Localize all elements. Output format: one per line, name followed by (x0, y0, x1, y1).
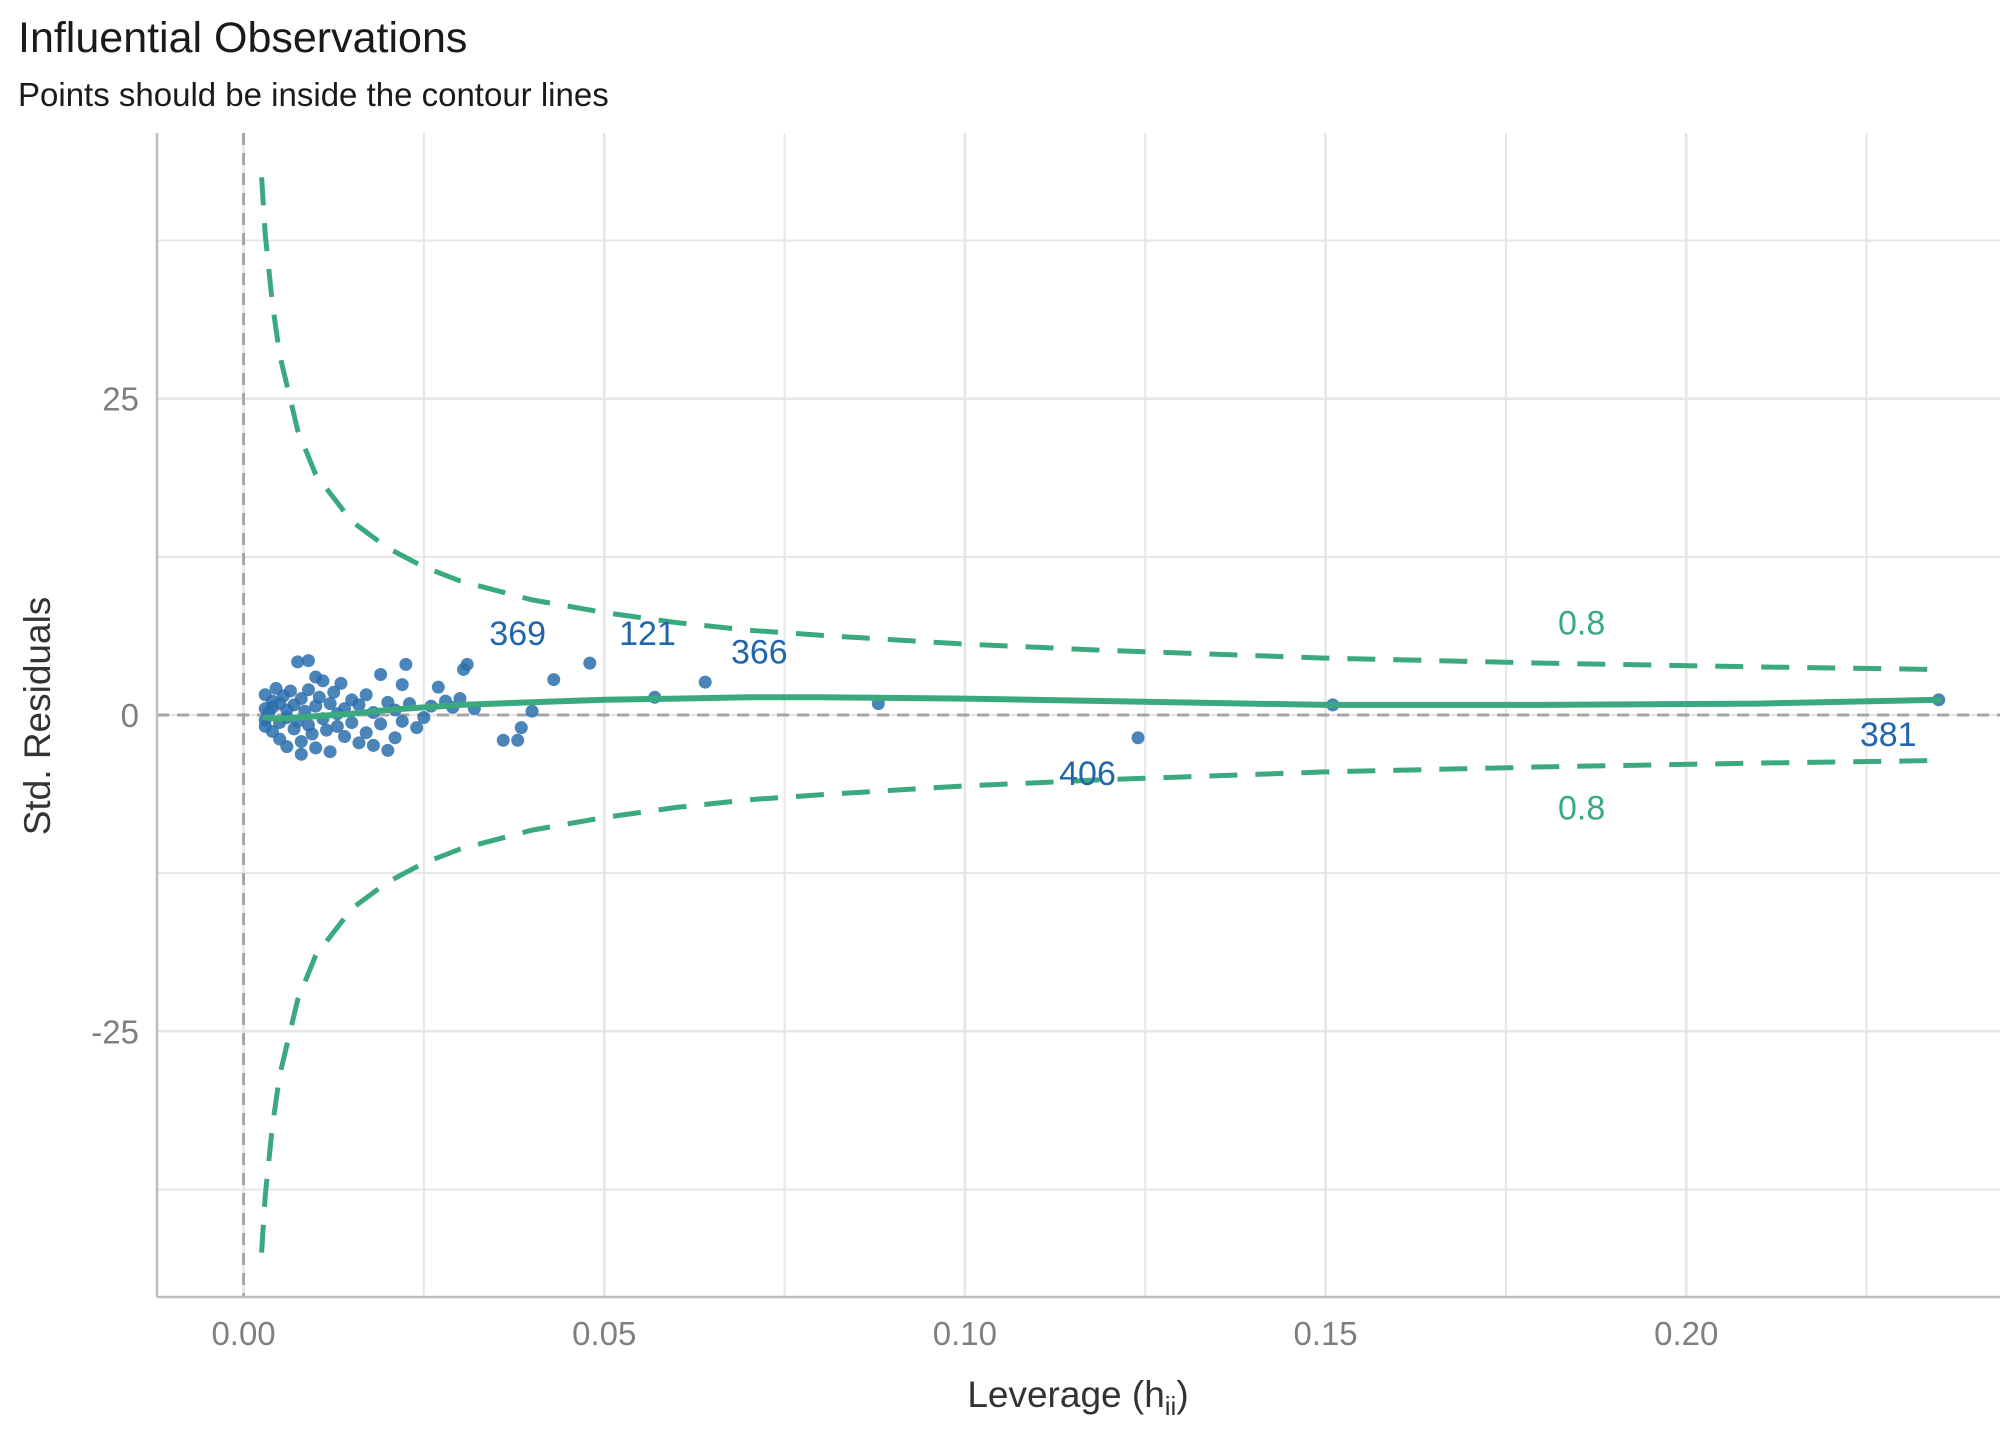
contour-label: 0.8 (1558, 605, 1605, 643)
x-tick-label: 0.20 (1654, 1315, 1718, 1352)
data-point (547, 673, 561, 687)
data-point (330, 719, 344, 733)
data-point (352, 736, 366, 750)
data-point (338, 730, 352, 744)
x-axis-label-close: ) (1176, 1374, 1188, 1415)
point-label-366: 366 (731, 634, 788, 672)
point-label-381: 381 (1860, 716, 1917, 754)
x-tick-label: 0.10 (933, 1315, 997, 1352)
x-axis-label: Leverage (hii) (967, 1374, 1188, 1421)
data-point (323, 745, 337, 759)
data-point (345, 716, 359, 730)
x-tick-label: 0.05 (572, 1315, 636, 1352)
data-point (374, 717, 388, 731)
x-tick-label: 0.15 (1293, 1315, 1357, 1352)
data-point (395, 714, 409, 728)
reference-lines (157, 133, 2000, 1297)
point-labels: 369 121 366 406 381 0.8 0.8 (489, 605, 1916, 828)
data-point (388, 731, 402, 745)
data-point (323, 697, 337, 711)
data-point (460, 657, 474, 671)
smooth-line-layer (262, 694, 1942, 722)
axes: 0.00 0.05 0.10 0.15 0.20 25 0 -25 (91, 133, 2000, 1352)
data-point (417, 711, 431, 725)
data-point (374, 668, 388, 682)
data-point (395, 678, 409, 692)
data-point (1131, 731, 1145, 745)
chart-title: Influential Observations (18, 14, 468, 62)
smooth-line (262, 694, 1942, 722)
contour-lines (259, 177, 1939, 1253)
data-point (359, 688, 373, 702)
contour-upper-line (259, 177, 1939, 672)
y-tick-label: -25 (91, 1013, 139, 1050)
data-point (496, 733, 510, 747)
data-point (294, 692, 308, 706)
data-point (301, 683, 315, 697)
data-point (294, 747, 308, 761)
data-point (327, 685, 341, 699)
point-label-406: 406 (1059, 755, 1116, 793)
data-point (309, 741, 323, 755)
data-point (399, 657, 413, 671)
point-label-369: 369 (489, 615, 546, 653)
data-point (511, 733, 525, 747)
chart-subtitle: Points should be inside the contour line… (18, 76, 609, 113)
data-point (352, 698, 366, 712)
data-point (366, 738, 380, 752)
y-tick-label: 0 (121, 697, 139, 734)
point-label-121: 121 (619, 615, 676, 653)
x-axis-label-sub: ii (1165, 1391, 1177, 1421)
y-tick-label: 25 (102, 381, 139, 418)
data-point (431, 680, 445, 694)
data-point (305, 727, 319, 741)
data-point (514, 721, 528, 735)
data-point (698, 675, 712, 689)
data-point (291, 655, 305, 669)
data-point (525, 704, 539, 718)
data-point (294, 735, 308, 749)
data-point (334, 676, 348, 690)
data-point (301, 654, 315, 668)
data-point (280, 740, 294, 754)
data-point (320, 723, 334, 737)
x-axis-label-main: Leverage (h (967, 1374, 1164, 1415)
y-axis-label: Std. Residuals (17, 597, 58, 836)
x-tick-label: 0.00 (211, 1315, 275, 1352)
data-point (359, 726, 373, 740)
data-points (258, 654, 1946, 761)
data-point (316, 674, 330, 688)
contour-lower-line (259, 758, 1939, 1253)
contour-label: 0.8 (1558, 789, 1605, 827)
data-point (283, 684, 297, 698)
data-point (381, 743, 395, 757)
data-point (583, 656, 597, 670)
data-point (410, 721, 424, 735)
data-point (312, 690, 326, 704)
